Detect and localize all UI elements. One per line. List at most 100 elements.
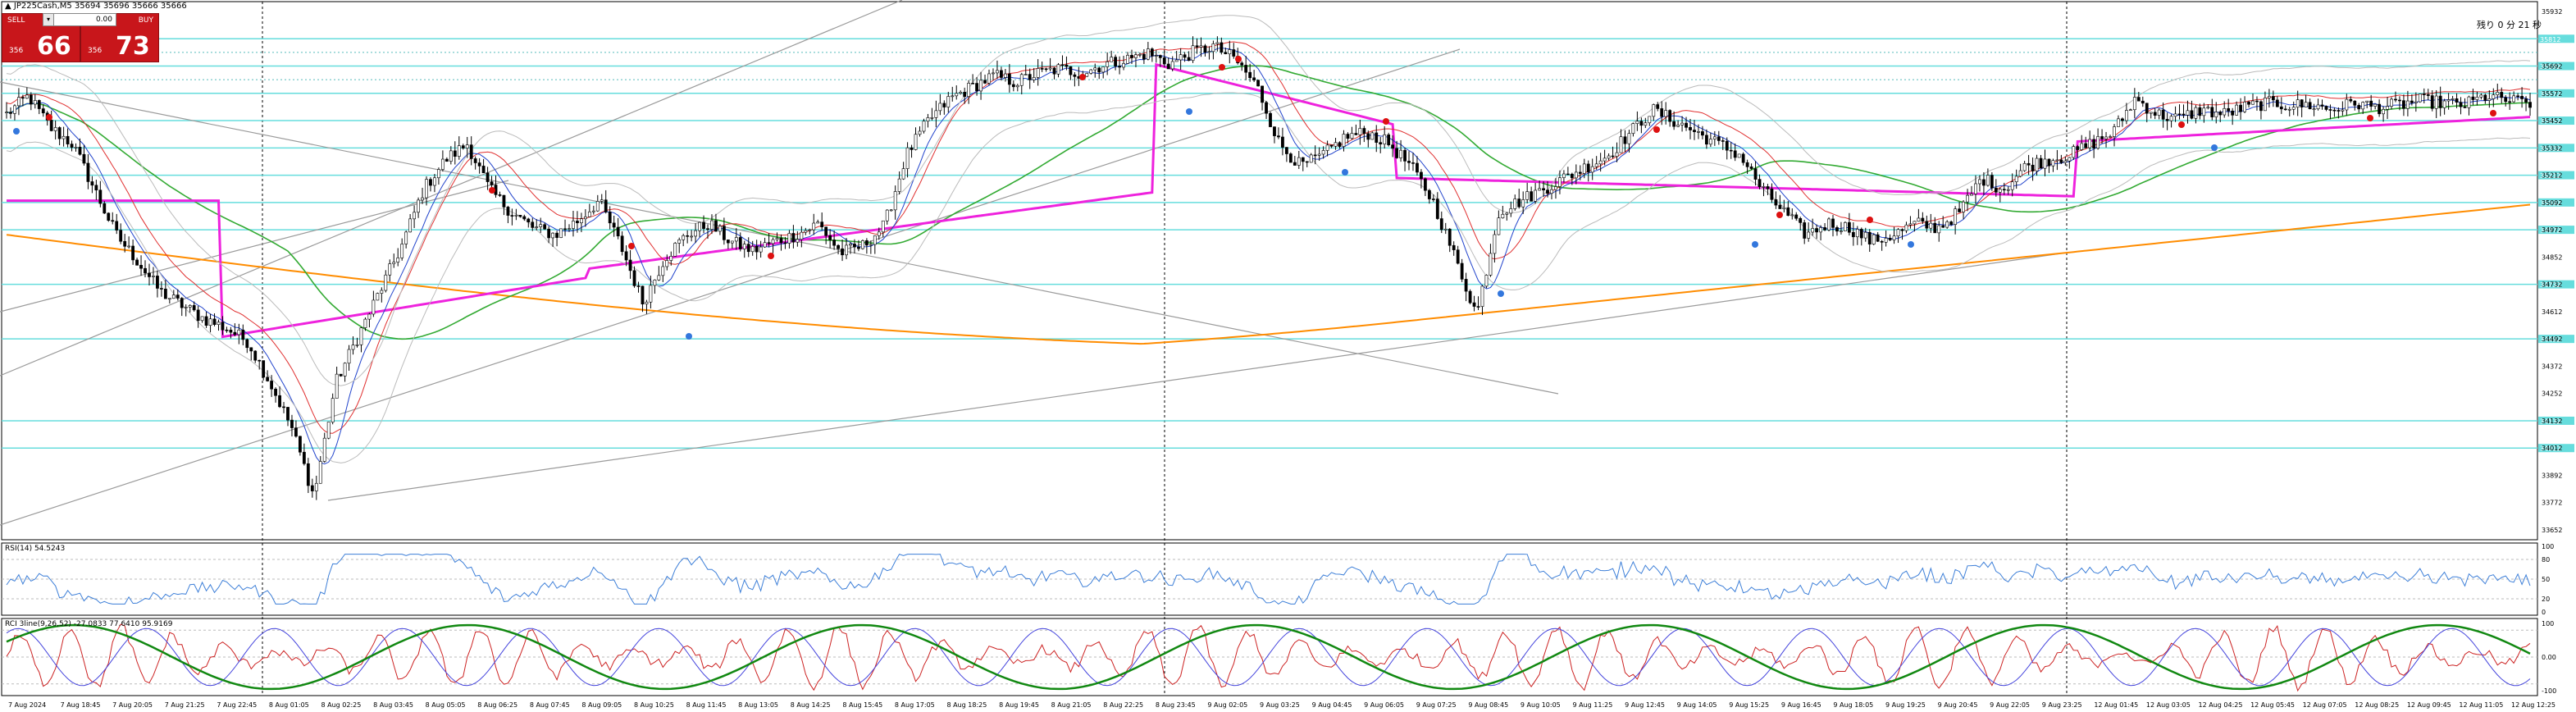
candle-body-582 (2378, 103, 2382, 115)
level-tag-11: 34012 (2540, 445, 2560, 453)
candle-body-480 (1962, 201, 1965, 212)
candle-body-196 (804, 230, 808, 233)
candle-body-391 (1598, 160, 1603, 165)
time-axis-label-26: 9 Aug 06:05 (1364, 701, 1404, 709)
candle-body-502 (2051, 160, 2055, 167)
candle-body-49 (204, 316, 208, 326)
candle-body-342 (1399, 149, 1402, 158)
candle-body-233 (955, 93, 959, 97)
candle-body-537 (2194, 107, 2198, 119)
candle-body-598 (2442, 100, 2446, 108)
candle-body-219 (897, 178, 901, 192)
candle-body-496 (2027, 162, 2031, 166)
candle-body-287 (1174, 59, 1179, 62)
lot-dropdown-icon[interactable]: ▾ (43, 13, 54, 26)
candle-body-593 (2422, 94, 2426, 95)
price-axis-label-11: 34492 (2542, 335, 2562, 343)
candle-body-609 (2487, 98, 2492, 101)
candle-body-184 (755, 245, 759, 253)
candle-body-338 (1383, 134, 1387, 144)
candle-body-14 (62, 135, 66, 139)
candle-body-348 (1423, 178, 1427, 191)
candle-body-403 (1648, 116, 1652, 124)
candle-body-357 (1460, 262, 1464, 280)
time-axis-label-32: 9 Aug 14:05 (1677, 701, 1717, 709)
candle-body-236 (967, 83, 971, 97)
candle-body-552 (2255, 100, 2259, 103)
level-tag-bg-11 (2538, 444, 2574, 453)
candle-body-192 (787, 233, 791, 244)
candle-body-149 (612, 222, 616, 228)
candle-body-506 (2068, 157, 2072, 162)
candle-body-514 (2100, 136, 2104, 139)
candle-body-11 (49, 120, 53, 131)
candle-body-396 (1619, 136, 1623, 153)
candle-body-382 (1562, 173, 1566, 178)
candle-body-394 (1611, 155, 1615, 157)
level-tag-2: 35572 (2540, 90, 2560, 98)
candle-body-354 (1448, 228, 1452, 246)
candle-body-223 (914, 134, 918, 150)
candle-body-613 (2504, 97, 2508, 103)
candle-body-464 (1896, 229, 1900, 237)
candle-body-426 (1741, 153, 1745, 163)
price-axis-label-15: 34012 (2542, 445, 2562, 452)
time-axis-label-35: 9 Aug 18:05 (1833, 701, 1873, 709)
buy-price-prefix: 356 (88, 47, 103, 55)
price-axis-label-0: 35932 (2542, 8, 2562, 16)
candle-body-114 (469, 144, 473, 159)
candle-body-205 (841, 248, 844, 256)
candle-body-244 (1000, 70, 1003, 78)
candle-body-334 (1366, 133, 1370, 140)
candle-body-47 (196, 309, 200, 322)
time-axis-label-37: 9 Aug 20:45 (1938, 701, 1978, 709)
candle-body-347 (1420, 171, 1423, 180)
price-axis-label-5: 35212 (2542, 172, 2562, 180)
candle-body-562 (2296, 99, 2300, 108)
candle-body-202 (828, 235, 832, 240)
candle-body-530 (2165, 119, 2169, 121)
candle-body-398 (1627, 133, 1631, 144)
candle-body-212 (869, 244, 873, 246)
level-tag-4: 35332 (2540, 145, 2560, 153)
candle-body-542 (2214, 112, 2218, 117)
candle-body-437 (1786, 207, 1790, 217)
candle-body-81 (335, 373, 339, 399)
candle-body-101 (417, 199, 420, 213)
candle-body-607 (2479, 94, 2483, 98)
candle-body-109 (449, 150, 453, 162)
candle-body-378 (1546, 189, 1549, 194)
candle-body-64 (266, 377, 270, 381)
time-axis-label-29: 9 Aug 10:05 (1521, 701, 1561, 709)
candle-body-68 (282, 406, 285, 408)
candle-body-366 (1497, 217, 1501, 235)
rci-axis-label-0: 100 (2542, 620, 2554, 628)
candle-body-615 (2512, 95, 2516, 103)
band-upper-line (6, 15, 2531, 386)
candle-body-238 (975, 83, 978, 92)
candle-body-5 (25, 94, 29, 99)
candle-body-515 (2104, 136, 2108, 139)
candle-body-432 (1766, 186, 1770, 189)
candle-body-66 (274, 388, 277, 396)
candle-body-459 (1876, 234, 1880, 242)
signal-dot-red-7 (1383, 118, 1389, 125)
candle-body-474 (1937, 225, 1941, 234)
candle-body-520 (2125, 110, 2128, 121)
time-axis-label-4: 7 Aug 22:45 (217, 701, 257, 709)
candle-body-596 (2434, 95, 2438, 109)
candle-body-164 (673, 243, 677, 257)
candle-body-285 (1166, 63, 1170, 70)
candle-body-34 (144, 267, 147, 274)
candle-body-511 (2088, 139, 2092, 148)
candle-body-490 (2002, 189, 2006, 191)
candle-body-23 (98, 189, 103, 204)
candle-body-558 (2279, 106, 2283, 110)
candle-body-72 (299, 436, 302, 453)
candle-body-55 (229, 330, 233, 333)
candle-body-572 (2337, 110, 2341, 112)
candle-body-318 (1301, 157, 1305, 162)
candle-body-497 (2031, 164, 2035, 171)
